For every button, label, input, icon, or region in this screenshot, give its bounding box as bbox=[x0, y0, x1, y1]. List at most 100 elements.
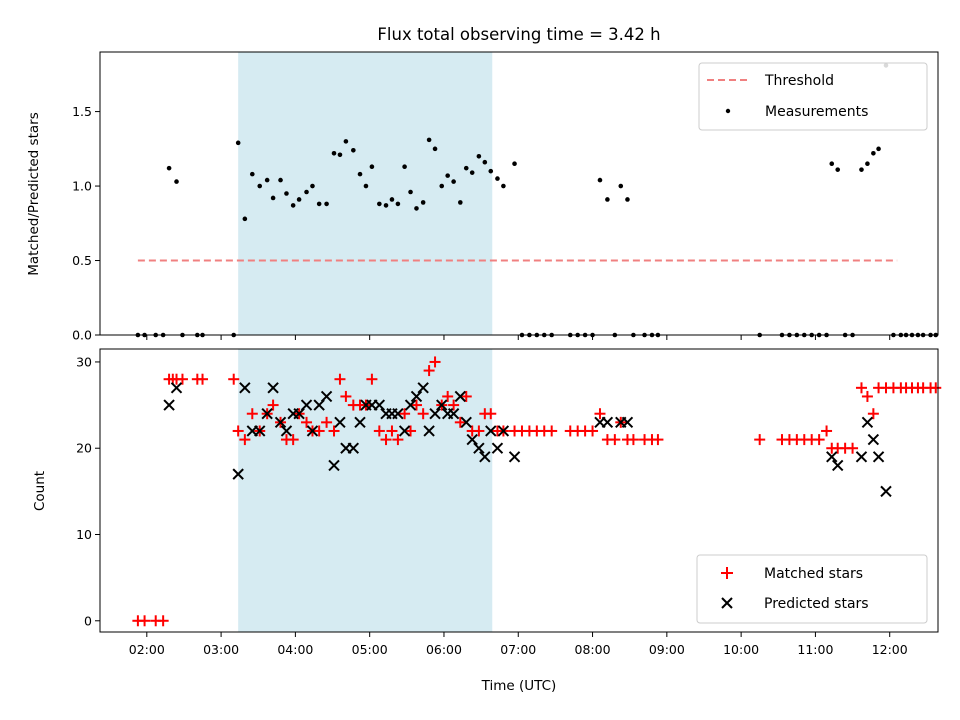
predicted-star-marker bbox=[861, 416, 874, 429]
predicted-star-marker bbox=[280, 425, 293, 437]
matched-star-marker bbox=[328, 425, 340, 437]
measurement-point bbox=[625, 197, 630, 202]
measurement-point bbox=[383, 203, 389, 208]
matched-star-marker bbox=[448, 399, 460, 411]
predicted-star-marker bbox=[267, 382, 279, 394]
x-tick-label: 11:00 bbox=[797, 642, 833, 657]
legend-threshold-label: Threshold bbox=[764, 73, 834, 89]
matched-star-marker bbox=[301, 416, 313, 428]
measurement-point bbox=[420, 200, 426, 205]
measurement-point bbox=[337, 152, 343, 158]
measurement-point bbox=[270, 195, 276, 201]
predicted-star-marker bbox=[354, 416, 366, 429]
predicted-star-marker bbox=[232, 468, 244, 480]
measurement-point bbox=[605, 197, 610, 202]
count-panel: 0 10 20 30 02:00 03:00 04:00 05:00 06:00 07:00 08… bbox=[32, 348, 942, 694]
predicted-star-marker bbox=[454, 390, 467, 403]
measurement-point bbox=[257, 183, 263, 189]
measurement-point bbox=[357, 171, 363, 177]
predicted-star-marker bbox=[447, 408, 460, 420]
matched-star-marker bbox=[627, 434, 639, 446]
measurement-point bbox=[482, 159, 488, 165]
legend-matched-swatch bbox=[721, 567, 733, 579]
predicted-star-marker bbox=[261, 408, 273, 420]
legend-measurements-swatch bbox=[725, 108, 731, 114]
predicted-star-marker bbox=[398, 425, 411, 437]
matched-star-marker bbox=[454, 416, 466, 428]
matched-star-marker bbox=[380, 434, 392, 446]
matched-star-marker bbox=[313, 425, 325, 437]
count-legend-box bbox=[696, 554, 928, 624]
matched-star-marker bbox=[861, 390, 873, 402]
count-y-ticks: 0 10 20 30 bbox=[76, 354, 100, 628]
matched-star-marker bbox=[334, 373, 346, 385]
predicted-star-marker bbox=[320, 390, 333, 403]
count-y-axis-label: Count bbox=[32, 471, 48, 511]
matched-star-marker bbox=[855, 382, 867, 394]
legend-matched-label: Matched stars bbox=[764, 566, 863, 582]
measurement-point bbox=[264, 177, 270, 183]
measurement-point bbox=[859, 167, 864, 172]
predicted-star-marker bbox=[479, 451, 491, 463]
measurement-point bbox=[829, 161, 835, 167]
legend-measurements-label: Measurements bbox=[765, 104, 868, 120]
predicted-star-marker bbox=[867, 433, 880, 446]
predicted-star-marker bbox=[855, 451, 868, 463]
matched-star-marker bbox=[546, 425, 558, 437]
predicted-star-marker bbox=[621, 416, 634, 429]
predicted-star-marker bbox=[170, 382, 183, 394]
measurement-point bbox=[512, 161, 517, 167]
matched-star-marker bbox=[460, 390, 472, 402]
measurement-point bbox=[363, 183, 369, 189]
measurement-point bbox=[439, 183, 445, 189]
matched-star-marker bbox=[821, 425, 833, 437]
ratio-panel: 0.0 0.5 1.0 1.5 Flux total observing time =… bbox=[26, 25, 939, 343]
measurement-point bbox=[242, 216, 248, 222]
x-tick-label: 10:00 bbox=[723, 642, 759, 657]
measurement-point bbox=[310, 183, 315, 189]
legend-predicted-label: Predicted stars bbox=[764, 596, 869, 612]
matched-star-marker bbox=[392, 434, 404, 446]
x-tick-label: 04:00 bbox=[277, 642, 313, 657]
measurement-point bbox=[304, 189, 309, 195]
matched-star-marker bbox=[157, 615, 169, 627]
predicted-star-marker bbox=[423, 425, 435, 437]
predicted-star-marker bbox=[274, 416, 287, 429]
predicted-star-marker bbox=[485, 425, 497, 437]
matched-star-marker bbox=[373, 425, 385, 437]
matched-star-marker bbox=[423, 365, 435, 377]
matched-star-marker bbox=[232, 425, 244, 437]
matched-star-marker bbox=[429, 356, 441, 368]
predicted-star-marker bbox=[436, 399, 448, 411]
predicted-star-marker bbox=[429, 408, 441, 420]
measurement-point bbox=[316, 201, 322, 207]
matched-star-marker bbox=[321, 416, 333, 428]
predicted-star-marker bbox=[832, 459, 844, 472]
predicted-star-marker bbox=[417, 382, 429, 394]
matched-star-marker bbox=[609, 434, 621, 446]
measurement-point bbox=[451, 179, 456, 184]
matched-star-marker bbox=[287, 434, 299, 446]
measurement-point bbox=[426, 137, 432, 143]
x-tick-label: 06:00 bbox=[426, 642, 462, 657]
predicted-star-marker bbox=[460, 416, 472, 429]
matched-star-marker bbox=[410, 399, 422, 411]
x-tick-label: 07:00 bbox=[500, 642, 536, 657]
count-legend: Matched stars Predicted stars bbox=[696, 554, 928, 624]
measurement-point bbox=[865, 161, 870, 167]
ratio-legend-box bbox=[698, 62, 928, 131]
predicted-star-marker bbox=[601, 416, 614, 429]
measurement-point bbox=[377, 201, 382, 207]
predicted-star-marker bbox=[880, 485, 892, 498]
measurement-point bbox=[618, 183, 624, 189]
chart-title: Flux total observing time = 3.42 h bbox=[377, 25, 660, 44]
matched-star-marker bbox=[754, 434, 766, 446]
measurement-point bbox=[469, 170, 475, 175]
matched-star-marker bbox=[594, 408, 606, 420]
measurement-point bbox=[174, 179, 179, 184]
x-tick-label: 08:00 bbox=[575, 642, 611, 657]
x-tick-label: 05:00 bbox=[352, 642, 388, 657]
measurement-point bbox=[408, 189, 413, 195]
count-y-tick-label: 30 bbox=[76, 354, 92, 369]
predicted-star-marker bbox=[239, 382, 251, 394]
